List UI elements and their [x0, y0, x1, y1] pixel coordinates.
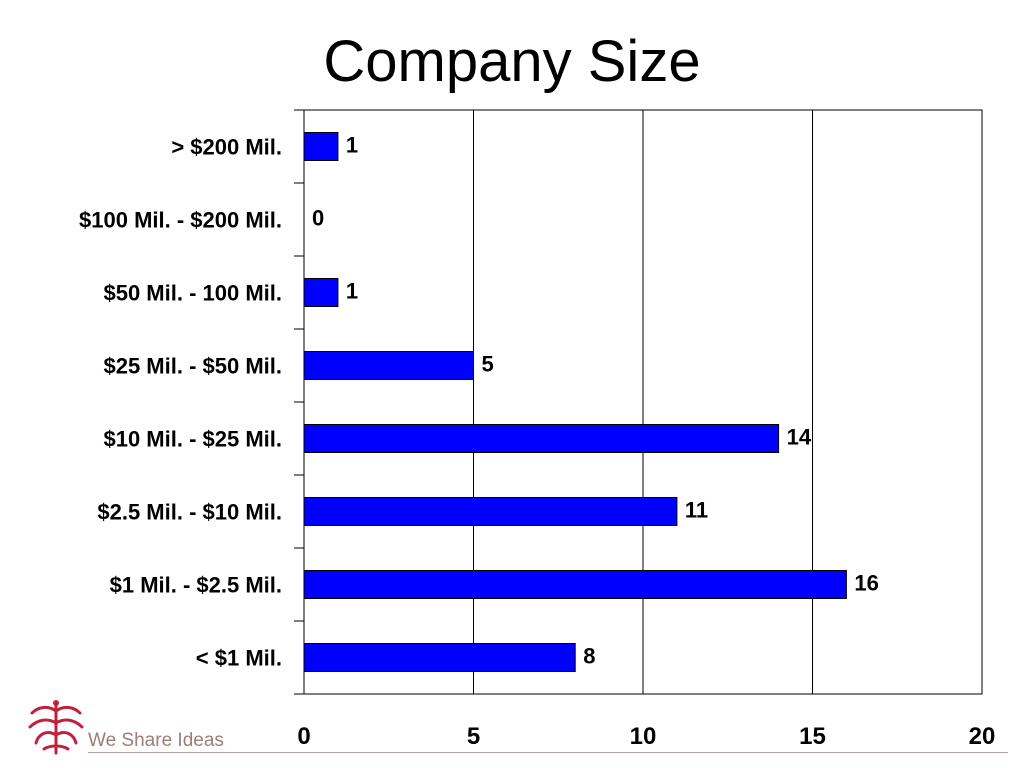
- data-label: 1: [346, 133, 358, 158]
- footer-divider: [88, 752, 1008, 753]
- wheat-sprig-icon: [28, 700, 84, 755]
- data-label: 1: [346, 279, 358, 304]
- data-label: 8: [583, 644, 595, 669]
- category-label: > $200 Mil.: [171, 135, 282, 160]
- data-label: 5: [482, 352, 494, 377]
- category-label: $100 Mil. - $200 Mil.: [79, 208, 282, 233]
- category-label: $50 Mil. - 100 Mil.: [103, 281, 282, 306]
- category-label: $25 Mil. - $50 Mil.: [103, 354, 282, 379]
- chart-title: Company Size: [323, 29, 701, 94]
- data-label: 14: [787, 425, 812, 450]
- x-tick-label: 20: [969, 723, 996, 750]
- bar: [303, 132, 339, 161]
- bar: [303, 497, 678, 526]
- data-label: 16: [854, 571, 878, 596]
- bar: [303, 643, 576, 672]
- bar: [303, 351, 474, 380]
- bar: [303, 278, 339, 307]
- category-label: $1 Mil. - $2.5 Mil.: [110, 573, 282, 598]
- category-label: $10 Mil. - $25 Mil.: [103, 427, 282, 452]
- data-label: 0: [312, 206, 324, 231]
- x-tick-label: 15: [799, 723, 826, 750]
- x-tick-label: 10: [630, 723, 657, 750]
- footer-tagline: We Share Ideas: [88, 730, 224, 751]
- x-tick-label: 0: [297, 723, 310, 750]
- x-tick-label: 5: [467, 723, 480, 750]
- data-label: 11: [685, 498, 708, 523]
- category-label: $2.5 Mil. - $10 Mil.: [97, 500, 282, 525]
- category-label: < $1 Mil.: [196, 646, 282, 671]
- bar: [303, 570, 847, 599]
- bar: [303, 424, 780, 453]
